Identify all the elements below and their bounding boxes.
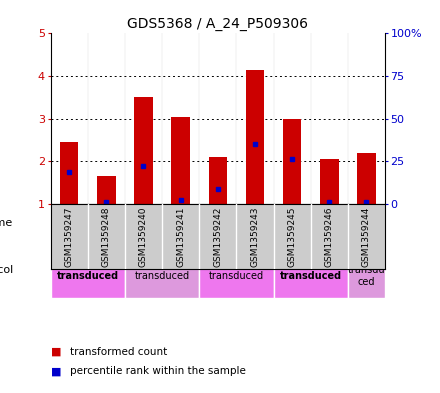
Bar	[348, 206, 385, 240]
Bar	[51, 206, 125, 240]
Text: ■: ■	[51, 347, 65, 357]
Bar	[171, 117, 190, 204]
Text: GATA1s
transdu
ced: GATA1s transdu ced	[348, 253, 385, 287]
Text: GSM1359245: GSM1359245	[288, 206, 297, 266]
Text: 14 days: 14 days	[348, 219, 384, 228]
Bar	[246, 70, 264, 204]
Text: GSM1359244: GSM1359244	[362, 206, 371, 266]
Text: ■: ■	[51, 366, 65, 376]
Text: GSM1359247: GSM1359247	[65, 206, 73, 266]
Text: GSM1359243: GSM1359243	[250, 206, 260, 266]
Bar	[97, 176, 116, 204]
Bar	[320, 159, 338, 204]
Text: protocol: protocol	[0, 265, 14, 275]
Bar	[60, 142, 78, 204]
Title: GDS5368 / A_24_P509306: GDS5368 / A_24_P509306	[127, 17, 308, 31]
Bar	[134, 97, 153, 204]
Text: time: time	[0, 218, 14, 228]
Text: percentile rank within the sample: percentile rank within the sample	[70, 366, 246, 376]
Bar	[209, 157, 227, 204]
Text: GSM1359242: GSM1359242	[213, 206, 222, 266]
Bar	[357, 153, 376, 204]
Text: GSM1359240: GSM1359240	[139, 206, 148, 266]
Bar	[199, 243, 274, 298]
Bar	[51, 243, 125, 298]
Text: GSM1359241: GSM1359241	[176, 206, 185, 266]
Text: 4 days: 4 days	[218, 218, 255, 228]
Text: GSM1359248: GSM1359248	[102, 206, 111, 266]
Text: control
transduced: control transduced	[57, 259, 119, 281]
Bar	[348, 243, 385, 298]
Bar	[283, 119, 301, 204]
Text: 0 days: 0 days	[70, 218, 106, 228]
Bar	[125, 206, 348, 240]
Text: GATA1s
transduced: GATA1s transduced	[209, 259, 264, 281]
Text: GSM1359246: GSM1359246	[325, 206, 334, 266]
Bar	[274, 243, 348, 298]
Text: GATA1
transduced: GATA1 transduced	[135, 259, 190, 281]
Text: control
transduced: control transduced	[280, 259, 342, 281]
Text: transformed count: transformed count	[70, 347, 168, 357]
Bar	[125, 243, 199, 298]
